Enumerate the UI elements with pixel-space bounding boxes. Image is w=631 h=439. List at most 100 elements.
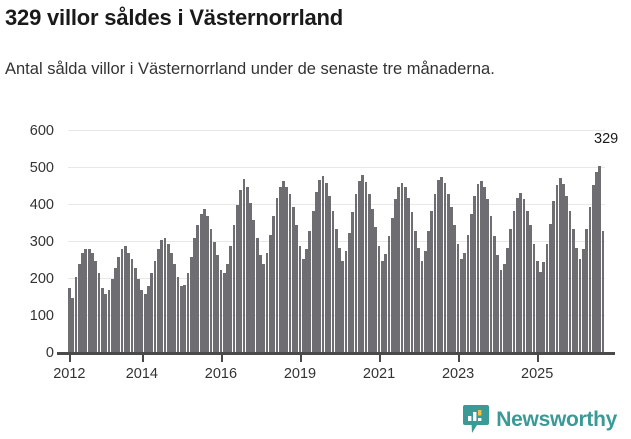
- bar: [357, 180, 361, 353]
- newsworthy-logo[interactable]: Newsworthy: [463, 405, 617, 434]
- bar: [529, 225, 532, 353]
- bar: [94, 260, 98, 353]
- bar: [262, 264, 266, 353]
- bar: [315, 192, 318, 353]
- bar: [377, 245, 381, 353]
- bar: [591, 184, 595, 353]
- bar: [186, 273, 190, 353]
- bar: [295, 225, 299, 353]
- bar: [265, 253, 269, 353]
- bar: [143, 293, 147, 353]
- bar: [311, 210, 315, 353]
- value-annotation-label: 329: [591, 131, 622, 149]
- bar: [301, 258, 305, 353]
- bar: [410, 212, 414, 353]
- bar: [97, 273, 101, 353]
- bar: [374, 227, 378, 353]
- bar: [226, 264, 229, 353]
- bar: [183, 284, 187, 353]
- y-axis-tick-label: 100: [29, 308, 54, 324]
- bar: [124, 246, 127, 353]
- gridline: [68, 204, 605, 205]
- x-axis-tick-label: 2012: [53, 366, 86, 382]
- plot-area: 329: [68, 130, 622, 353]
- bar: [380, 260, 384, 353]
- bar: [173, 264, 177, 353]
- bar: [417, 247, 420, 353]
- bar: [153, 260, 157, 353]
- bar: [413, 230, 417, 353]
- bar: [473, 195, 476, 353]
- bar: [232, 225, 236, 353]
- x-axis-tick-label: 2019: [283, 366, 317, 382]
- bar: [516, 197, 519, 353]
- bar: [394, 199, 397, 353]
- bar: [288, 193, 292, 353]
- gridline: [68, 167, 605, 168]
- bar: [446, 193, 450, 353]
- bar: [91, 253, 94, 353]
- bar: [512, 210, 516, 353]
- bar: [542, 262, 546, 353]
- bar: [127, 253, 131, 353]
- bar: [427, 230, 430, 353]
- bar: [163, 238, 167, 353]
- bar: [532, 243, 536, 353]
- y-axis-tick-label: 200: [29, 271, 54, 287]
- chart-subtitle: Antal sålda villor i Västernorrland unde…: [5, 60, 495, 78]
- bar: [440, 176, 443, 353]
- bar: [598, 166, 602, 353]
- bar: [222, 273, 226, 353]
- bar: [522, 199, 526, 353]
- x-axis-tick-mark: [69, 354, 72, 362]
- bar: [147, 286, 150, 353]
- bar: [203, 208, 206, 353]
- y-axis-tick-label: 400: [29, 197, 54, 213]
- x-axis-tick-label: 2016: [204, 366, 238, 382]
- bar: [502, 264, 506, 353]
- x-axis-tick-label: 2014: [125, 366, 158, 382]
- bar: [558, 178, 562, 353]
- bar: [509, 229, 513, 353]
- bar: [479, 180, 483, 353]
- bar: [275, 197, 279, 353]
- bar: [324, 182, 328, 353]
- bar: [180, 286, 183, 353]
- x-axis-tick-label: 2025: [521, 366, 554, 382]
- bar: [384, 253, 387, 353]
- bar: [100, 288, 104, 353]
- bar: [114, 267, 117, 353]
- chart-title: 329 villor såldes i Västernorrland: [5, 5, 344, 30]
- bar: [77, 264, 81, 353]
- bar: [74, 277, 78, 353]
- bar: [460, 258, 463, 353]
- gridline: [68, 130, 605, 131]
- bar: [236, 205, 239, 353]
- bar: [552, 201, 556, 353]
- bar: [338, 247, 341, 353]
- bar: [433, 193, 437, 353]
- x-axis-tick-label: 2021: [362, 366, 396, 382]
- bar: [499, 269, 503, 353]
- bar: [469, 214, 473, 353]
- bar: [423, 251, 427, 353]
- bar: [492, 236, 496, 353]
- x-axis-tick-mark: [458, 354, 461, 362]
- bar: [367, 193, 371, 353]
- x-axis-line: [57, 352, 615, 355]
- bar: [476, 183, 480, 353]
- bar: [344, 251, 348, 353]
- bar: [466, 234, 470, 353]
- x-axis-tick-mark: [299, 354, 302, 362]
- bar: [305, 249, 308, 353]
- bar: [272, 216, 275, 353]
- bar: [575, 247, 579, 353]
- y-axis-tick-label: 300: [29, 234, 54, 250]
- bar: [252, 219, 256, 353]
- bar: [242, 179, 246, 353]
- bar: [354, 193, 358, 353]
- bar: [328, 195, 331, 353]
- bar: [81, 253, 84, 353]
- bar: [581, 249, 585, 353]
